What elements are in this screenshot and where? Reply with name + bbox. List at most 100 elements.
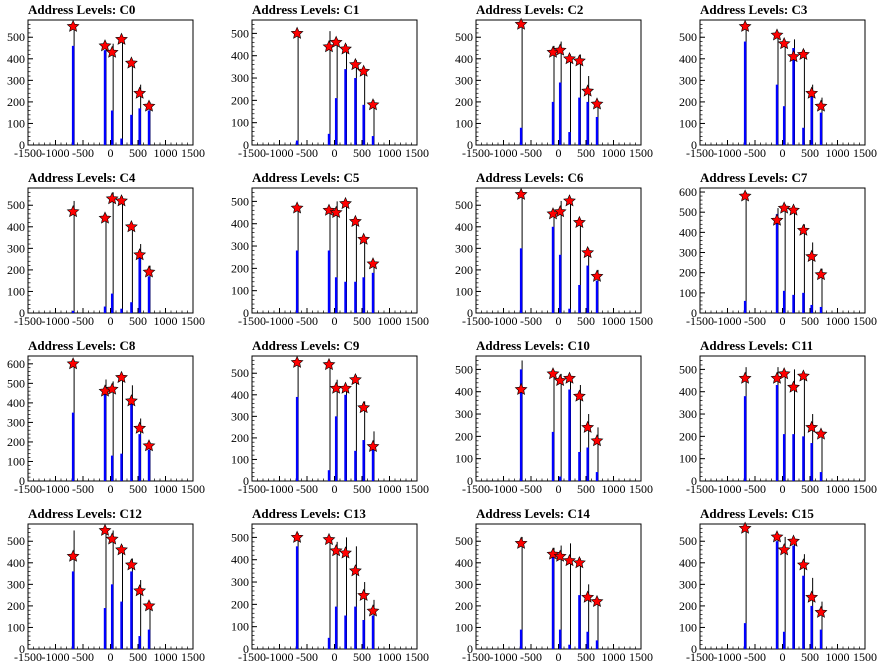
- y-tick-label: 500: [7, 30, 25, 44]
- x-tick-label: -1000: [490, 314, 518, 328]
- x-tick-label: 1000: [154, 650, 178, 664]
- y-tick-label: 300: [231, 409, 249, 423]
- peak-star-marker: [787, 49, 800, 63]
- peak-star-marker: [546, 547, 560, 560]
- bar: [147, 276, 151, 313]
- bar: [743, 300, 747, 313]
- bar: [362, 104, 365, 145]
- bar: [775, 385, 779, 481]
- bar: [327, 133, 331, 145]
- y-tick-label: 100: [7, 620, 25, 634]
- y-tick-label: 400: [231, 217, 249, 231]
- x-tick-label: 1000: [378, 146, 402, 160]
- x-tick-label: 1000: [826, 314, 850, 328]
- bar: [551, 556, 555, 649]
- bar: [327, 470, 331, 481]
- y-tick-label: 200: [455, 95, 473, 109]
- peak-star-marker: [563, 52, 576, 65]
- x-tick-label: 500: [129, 482, 147, 496]
- bar: [743, 623, 747, 649]
- x-tick-label: 1000: [154, 482, 178, 496]
- x-tick-label: -500: [296, 146, 318, 160]
- y-tick-label: 200: [455, 599, 473, 613]
- peak-star-marker: [290, 530, 304, 543]
- bar: [71, 412, 75, 481]
- y-tick-label: 400: [455, 220, 473, 234]
- y-tick-label: 0: [243, 138, 249, 152]
- peak-star-marker: [814, 605, 828, 618]
- y-tick-label: 100: [231, 452, 249, 466]
- x-tick-label: -1000: [490, 146, 518, 160]
- peak-star-marker: [814, 267, 828, 281]
- x-tick-label: 1500: [853, 314, 877, 328]
- bar: [103, 393, 107, 481]
- y-tick-label: 100: [455, 452, 473, 466]
- y-tick-label: 500: [679, 30, 697, 44]
- plot-frame: [27, 19, 194, 146]
- x-tick-label: -1000: [42, 482, 70, 496]
- chart-title: Address Levels: C8: [28, 338, 136, 353]
- y-tick-label: 200: [7, 263, 25, 277]
- y-tick-label: 300: [7, 577, 25, 591]
- peak-star-marker: [357, 588, 371, 601]
- x-tick-label: 0: [108, 650, 114, 664]
- y-tick-label: 200: [231, 93, 249, 107]
- bar: [578, 284, 581, 313]
- y-tick-label: 0: [243, 474, 249, 488]
- x-tick-label: 1500: [629, 146, 653, 160]
- peak-star-marker: [777, 201, 791, 214]
- peak-star-marker: [514, 187, 528, 200]
- bar: [586, 447, 589, 481]
- bar: [775, 84, 779, 145]
- peak-star-marker: [796, 558, 810, 571]
- peak-star-marker: [581, 245, 595, 259]
- bar: [354, 606, 357, 649]
- peak-star-marker: [66, 204, 80, 218]
- x-tick-label: -500: [296, 314, 318, 328]
- x-tick-label: 500: [353, 650, 371, 664]
- peak-star-marker: [105, 192, 119, 205]
- x-tick-label: 500: [353, 146, 371, 160]
- peak-star-marker: [590, 434, 604, 447]
- y-tick-label: 500: [7, 534, 25, 548]
- bar: [138, 636, 141, 649]
- x-tick-label: -1000: [714, 650, 742, 664]
- bar: [586, 101, 589, 145]
- peak-star-marker: [514, 382, 528, 395]
- bar: [120, 138, 123, 145]
- chart-panel: Address Levels: C11 0 100 200 300 400 500 -1500…: [679, 338, 877, 496]
- x-tick-label: 1000: [154, 146, 178, 160]
- peak-star-marker: [66, 19, 80, 32]
- x-tick-label: -1500: [238, 482, 266, 496]
- peak-star-marker: [66, 357, 80, 370]
- plot-frame: [251, 523, 418, 650]
- y-tick-label: 300: [231, 71, 249, 85]
- x-tick-label: -1500: [14, 146, 42, 160]
- x-tick-label: -1000: [42, 146, 70, 160]
- y-tick-label: 100: [231, 284, 249, 298]
- peak-star-marker: [115, 543, 128, 556]
- bar: [362, 619, 365, 649]
- peak-star-marker: [348, 57, 362, 71]
- bar: [743, 396, 747, 481]
- x-tick-label: 500: [577, 146, 595, 160]
- chart-title: Address Levels: C2: [476, 2, 583, 17]
- y-tick-label: 500: [231, 366, 249, 380]
- bar: [568, 389, 571, 481]
- bar: [103, 306, 107, 313]
- peak-star-marker: [777, 367, 791, 380]
- bar: [344, 394, 347, 481]
- y-tick-label: 0: [691, 306, 697, 320]
- y-tick-label: 200: [231, 597, 249, 611]
- peak-star-marker: [329, 35, 343, 48]
- bar: [792, 48, 795, 145]
- y-tick-label: 300: [231, 575, 249, 589]
- peak-star-marker: [329, 544, 343, 557]
- plot-frame: [27, 187, 194, 314]
- peak-star-marker: [777, 36, 791, 50]
- bar: [782, 290, 786, 313]
- bar: [362, 440, 365, 481]
- y-tick-label: 0: [243, 306, 249, 320]
- peak-star-marker: [553, 43, 567, 56]
- peak-star-marker: [514, 536, 528, 549]
